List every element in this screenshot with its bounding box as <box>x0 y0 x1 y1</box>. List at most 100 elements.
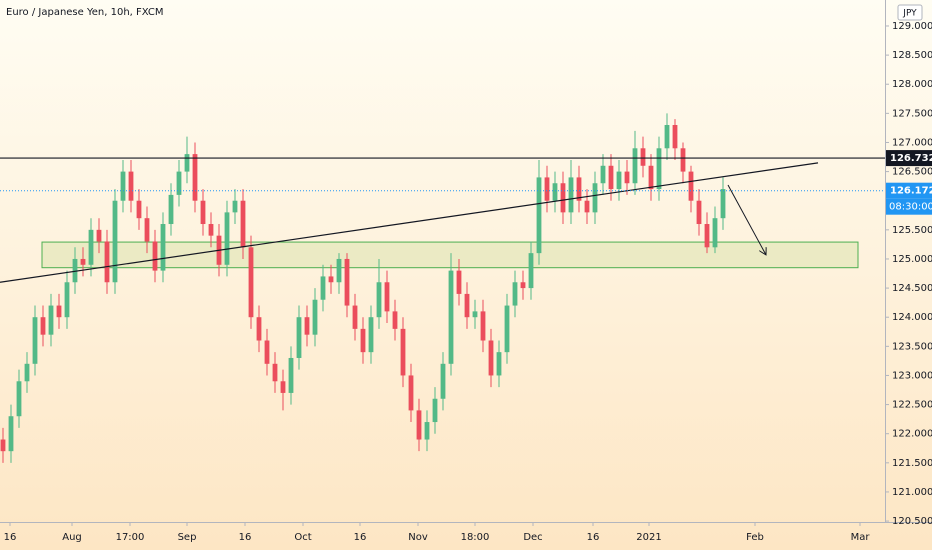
y-tick-label: 123.000 <box>892 370 932 381</box>
price-tag-label: 126.732 <box>890 153 932 164</box>
candle-body <box>200 200 206 225</box>
candle-body <box>448 270 454 364</box>
candle-body <box>472 311 478 318</box>
candle-body <box>424 422 430 440</box>
candle-body <box>280 381 286 393</box>
candle-body <box>0 439 6 452</box>
x-tick-label: 16 <box>587 532 600 543</box>
candle-body <box>640 148 646 166</box>
candle-body <box>664 124 670 149</box>
candle-body <box>600 165 606 184</box>
candle-body <box>120 171 126 201</box>
candle-body <box>632 148 638 184</box>
candle-body <box>440 363 446 399</box>
candle-body <box>528 253 534 289</box>
candle-body <box>256 317 262 341</box>
candle-body <box>512 282 518 306</box>
candle-body <box>352 305 358 329</box>
candle-body <box>144 218 150 242</box>
x-tick-label: 16 <box>4 532 17 543</box>
candle-body <box>248 247 254 318</box>
candle-body <box>384 282 390 312</box>
candle-body <box>672 124 678 149</box>
candle-body <box>160 224 166 271</box>
candle-body <box>288 357 294 393</box>
candle-body <box>360 328 366 353</box>
x-tick-label: 17:00 <box>116 532 145 543</box>
candle-body <box>504 305 510 353</box>
candle-body <box>168 194 174 225</box>
candle-body <box>480 311 486 341</box>
candle-body <box>568 177 574 213</box>
candle-body <box>688 171 694 201</box>
y-tick-label: 124.500 <box>892 283 932 294</box>
x-tick-label: Feb <box>746 532 764 543</box>
y-tick-label: 127.000 <box>892 137 932 148</box>
y-tick-label: 120.500 <box>892 516 932 527</box>
candle-body <box>616 171 622 190</box>
candle-body <box>240 200 246 248</box>
candle-body <box>576 177 582 201</box>
x-tick-label: Mar <box>851 532 871 543</box>
y-tick-label: 121.500 <box>892 458 932 469</box>
candle-body <box>536 177 542 254</box>
candle-body <box>560 183 566 213</box>
candle-body <box>680 148 686 172</box>
candle-body <box>312 299 318 335</box>
candle-body <box>328 276 334 283</box>
candle-body <box>456 270 462 294</box>
candle-body <box>40 317 46 335</box>
y-tick-label: 127.500 <box>892 108 932 119</box>
candle-body <box>336 258 342 283</box>
candle-body <box>16 381 22 417</box>
candle-body <box>704 224 710 248</box>
candle-body <box>32 317 38 364</box>
x-tick-label: 16 <box>239 532 252 543</box>
arrow <box>727 184 766 255</box>
candle-body <box>176 171 182 195</box>
candle-body <box>624 171 630 184</box>
candle-body <box>152 241 158 271</box>
candle-body <box>184 154 190 172</box>
candle-body <box>72 258 78 283</box>
candle-body <box>592 183 598 213</box>
candle-body <box>24 363 30 382</box>
candle-body <box>400 328 406 376</box>
trend-line <box>0 162 819 283</box>
candle-body <box>224 212 230 265</box>
candle-body <box>96 229 102 242</box>
y-tick-label: 128.000 <box>892 79 932 90</box>
candle-body <box>320 276 326 300</box>
x-tick-label: Sep <box>178 532 197 543</box>
support-zone <box>41 241 859 269</box>
candle-body <box>584 200 590 213</box>
candle-body <box>296 317 302 358</box>
x-tick-label: Aug <box>62 532 82 543</box>
currency: JPY <box>902 9 917 19</box>
candle-body <box>608 165 614 190</box>
candle-body <box>408 375 414 411</box>
y-tick-label: 125.000 <box>892 254 932 265</box>
candle-body <box>344 258 350 306</box>
candle-body <box>552 183 558 201</box>
x-tick-label: Oct <box>294 532 311 543</box>
y-tick-label: 124.000 <box>892 312 932 323</box>
candle-body <box>112 200 118 283</box>
candle-body <box>416 410 422 440</box>
y-tick-label: 129.000 <box>892 21 932 32</box>
candle-body <box>304 317 310 335</box>
y-tick-label: 125.500 <box>892 225 932 236</box>
candle-body <box>192 154 198 201</box>
countdown: 08:30:00 <box>889 202 932 213</box>
price-tag-label: 126.172 <box>890 186 932 197</box>
price-tag <box>886 150 932 167</box>
price-tag <box>886 182 932 199</box>
candle-body <box>496 352 502 376</box>
candle-body <box>104 241 110 283</box>
candle-body <box>376 282 382 318</box>
candle-body <box>136 200 142 219</box>
candle-body <box>80 258 86 265</box>
currency-box[interactable] <box>897 4 923 21</box>
candle-body <box>232 200 238 213</box>
